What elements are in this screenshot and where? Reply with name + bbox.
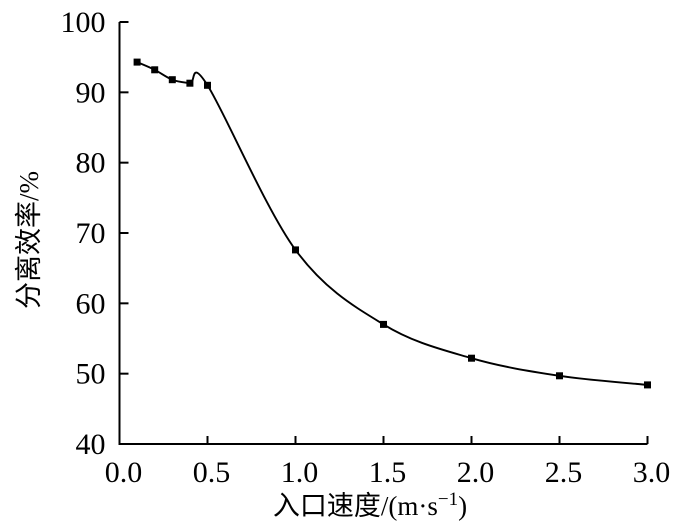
data-point-marker: [151, 66, 159, 74]
data-point-marker: [186, 79, 194, 87]
x-tick-label: 1.5: [369, 456, 407, 489]
data-point-marker: [133, 58, 141, 66]
data-point-marker: [644, 381, 651, 389]
y-tick-label: 100: [61, 6, 106, 39]
data-point-marker: [292, 246, 299, 254]
y-tick-label: 70: [76, 217, 106, 250]
data-curve: [136, 61, 648, 386]
data-point-marker: [204, 81, 211, 89]
x-tick-label: 0.5: [193, 456, 231, 489]
data-point-marker: [380, 320, 387, 328]
x-tick-label: 2.0: [457, 456, 495, 489]
data-point-marker: [168, 76, 176, 84]
y-tick-label: 40: [76, 428, 106, 461]
x-tick-label: 2.5: [545, 456, 583, 489]
data-point-marker: [556, 372, 563, 380]
y-tick-label: 60: [76, 287, 106, 320]
x-axis-label: 入口速度/(m·s−1): [273, 489, 467, 521]
y-tick-label: 90: [76, 76, 106, 109]
x-tick-label: 0.0: [105, 456, 143, 489]
y-tick-label: 80: [76, 147, 106, 180]
y-axis-label: 分离效率/%: [14, 171, 44, 309]
axis-spines: [118, 22, 648, 445]
data-point-marker: [468, 354, 475, 362]
x-tick-label: 1.0: [281, 456, 319, 489]
x-tick-label: 3.0: [633, 456, 671, 489]
y-tick-label: 50: [76, 358, 106, 391]
